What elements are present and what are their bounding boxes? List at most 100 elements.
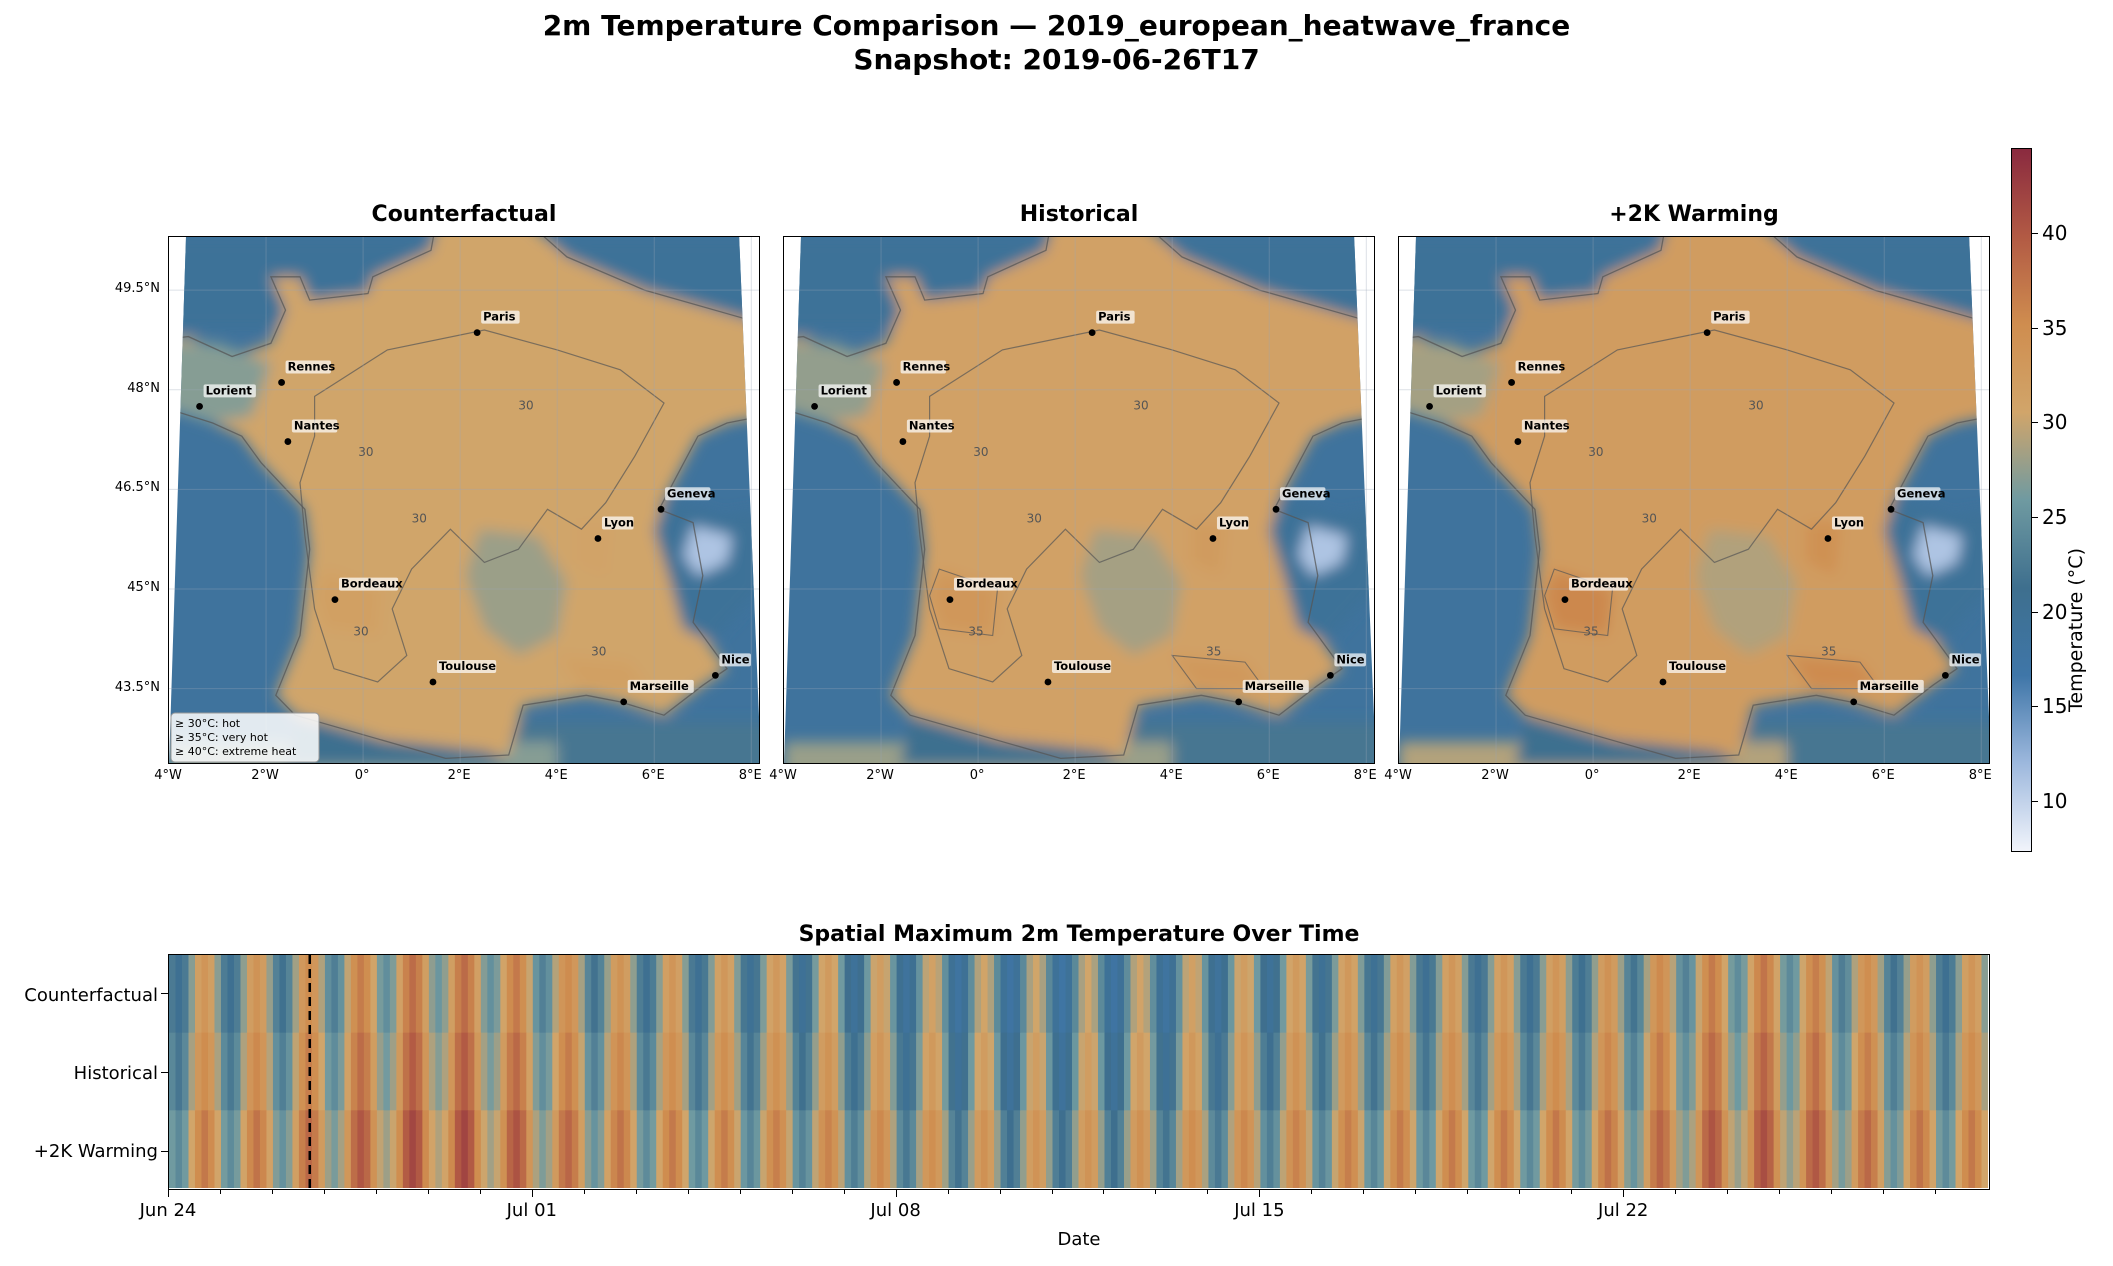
city-marker (1508, 379, 1515, 386)
lon-tick-label: 4°W (154, 768, 182, 783)
legend-entry: ≥ 30°C: hot (175, 717, 241, 730)
figure-title: 2m Temperature Comparison — 2019_europea… (542, 9, 1571, 42)
panel-title-counterfactual: Counterfactual (371, 202, 557, 227)
lat-tick-label: 46.5°N (114, 480, 160, 496)
colorbar-tick-mark (2032, 233, 2038, 235)
panel-title-plus2k: +2K Warming (1609, 202, 1779, 227)
date-minor-tick (1467, 1190, 1469, 1194)
city-label: Paris (483, 310, 515, 324)
colorbar-tick-mark (2032, 706, 2038, 708)
legend-entry: ≥ 40°C: extreme heat (175, 745, 297, 758)
lon-tick-label: 2°W (251, 768, 279, 783)
city-marker (196, 402, 203, 410)
city-marker (946, 596, 954, 604)
city-marker (711, 671, 719, 679)
city-marker (899, 438, 907, 445)
colorbar (2011, 148, 2032, 852)
city-label: Bordeaux (956, 577, 1018, 591)
city-label: Toulouse (1054, 659, 1111, 673)
date-minor-tick (739, 1190, 741, 1194)
row-label-plus2k: +2K Warming (33, 1141, 158, 1162)
date-minor-tick (1155, 1190, 1157, 1194)
city-marker (1659, 678, 1667, 686)
city-label: Geneva (667, 486, 715, 500)
panel-title-historical: Historical (1019, 202, 1139, 227)
city-label: Lyon (1219, 516, 1249, 530)
lat-tick-label: 43.5°N (114, 679, 160, 695)
map-plus2k[interactable]: 30 30 30 35 35 Paris Rennes Lorient Nantes Geneva… (1398, 236, 1990, 764)
date-minor-tick (1571, 1190, 1573, 1194)
lat-tick-label: 49.5°N (114, 281, 160, 297)
date-tick-label: Jul 22 (1598, 1200, 1649, 1221)
date-minor-tick (1519, 1190, 1521, 1194)
city-label: Toulouse (1669, 659, 1726, 673)
date-minor-tick (323, 1190, 325, 1194)
date-minor-tick (1051, 1190, 1053, 1194)
colorbar-tick-label: 15 (2042, 694, 2068, 719)
date-minor-tick (583, 1190, 585, 1194)
city-label: Paris (1098, 310, 1130, 324)
map-counterfactual[interactable]: 30 30 30 30 30 Paris Rennes Lorient Nantes Geneva… (168, 236, 760, 764)
lat-tick-label: 48°N (127, 380, 160, 396)
city-marker (1088, 329, 1096, 337)
lon-tick-label: 6°E (641, 768, 665, 783)
city-label: Rennes (288, 359, 336, 373)
colorbar-tick-label: 20 (2042, 599, 2068, 624)
contour-label: 30 (1588, 445, 1603, 459)
date-tick-label: Jul 08 (870, 1200, 921, 1221)
colorbar-label-wrap: Temperature (°C) (2046, 500, 2106, 760)
city-marker (1235, 698, 1243, 706)
contour-label: 35 (1206, 644, 1221, 658)
row-tick-mark (161, 1150, 168, 1152)
timeseries-heatmap[interactable] (168, 954, 1990, 1190)
lon-tick-label: 0° (969, 768, 985, 783)
city-marker (1703, 329, 1711, 337)
date-minor-tick (687, 1190, 689, 1194)
date-minor-tick (1779, 1190, 1781, 1194)
date-minor-tick (1103, 1190, 1105, 1194)
contour-label: 30 (412, 512, 427, 526)
heatmap-row (169, 1110, 1989, 1189)
contour-label: 35 (1583, 624, 1598, 638)
lon-tick-label: 8°E (738, 768, 762, 783)
city-marker (620, 698, 628, 706)
date-minor-tick (1311, 1190, 1313, 1194)
city-marker (1426, 402, 1433, 410)
city-label: Marseille (1245, 679, 1304, 693)
lat-tick-label: 45°N (127, 580, 160, 595)
legend-entry: ≥ 35°C: very hot (175, 731, 269, 744)
date-minor-tick (427, 1190, 429, 1194)
lon-tick-label: 6°E (1256, 768, 1280, 783)
threshold-legend: ≥ 30°C: hot≥ 35°C: very hot≥ 40°C: extre… (170, 712, 320, 763)
date-tick-label: Jul 01 (506, 1200, 557, 1221)
date-minor-tick (1883, 1190, 1885, 1194)
map-historical[interactable]: 30 30 30 35 35 Paris Rennes Lorient Nantes Geneva… (783, 236, 1375, 764)
city-label: Lorient (206, 383, 253, 397)
city-label: Nantes (1524, 419, 1570, 433)
city-marker (1514, 438, 1522, 445)
timeseries-xlabel: Date (1057, 1229, 1101, 1250)
lon-tick-label: 6°E (1871, 768, 1895, 783)
colorbar-tick-label: 10 (2042, 788, 2068, 813)
lon-tick-label: 4°E (1774, 768, 1798, 783)
date-minor-tick (635, 1190, 637, 1194)
city-label: Marseille (1860, 679, 1919, 693)
contour-label: 35 (1821, 644, 1836, 658)
row-tick-mark (161, 993, 168, 995)
date-tick-label: Jun 24 (139, 1200, 197, 1221)
city-label: Nantes (909, 419, 955, 433)
lon-tick-label: 2°E (1677, 768, 1701, 783)
contour-label: 30 (518, 399, 533, 413)
colorbar-tick-label: 35 (2042, 315, 2068, 340)
row-label-historical: Historical (73, 1063, 158, 1084)
lon-tick-label: 2°W (866, 768, 894, 783)
city-label: Lorient (821, 383, 868, 397)
lon-tick-label: 2°W (1481, 768, 1509, 783)
city-marker (278, 379, 285, 386)
city-label: Nice (1336, 652, 1364, 666)
colorbar-tick-mark (2032, 422, 2038, 424)
lon-tick-label: 0° (1584, 768, 1600, 783)
city-label: Rennes (903, 359, 951, 373)
city-label: Rennes (1518, 359, 1566, 373)
date-minor-tick (1727, 1190, 1729, 1194)
